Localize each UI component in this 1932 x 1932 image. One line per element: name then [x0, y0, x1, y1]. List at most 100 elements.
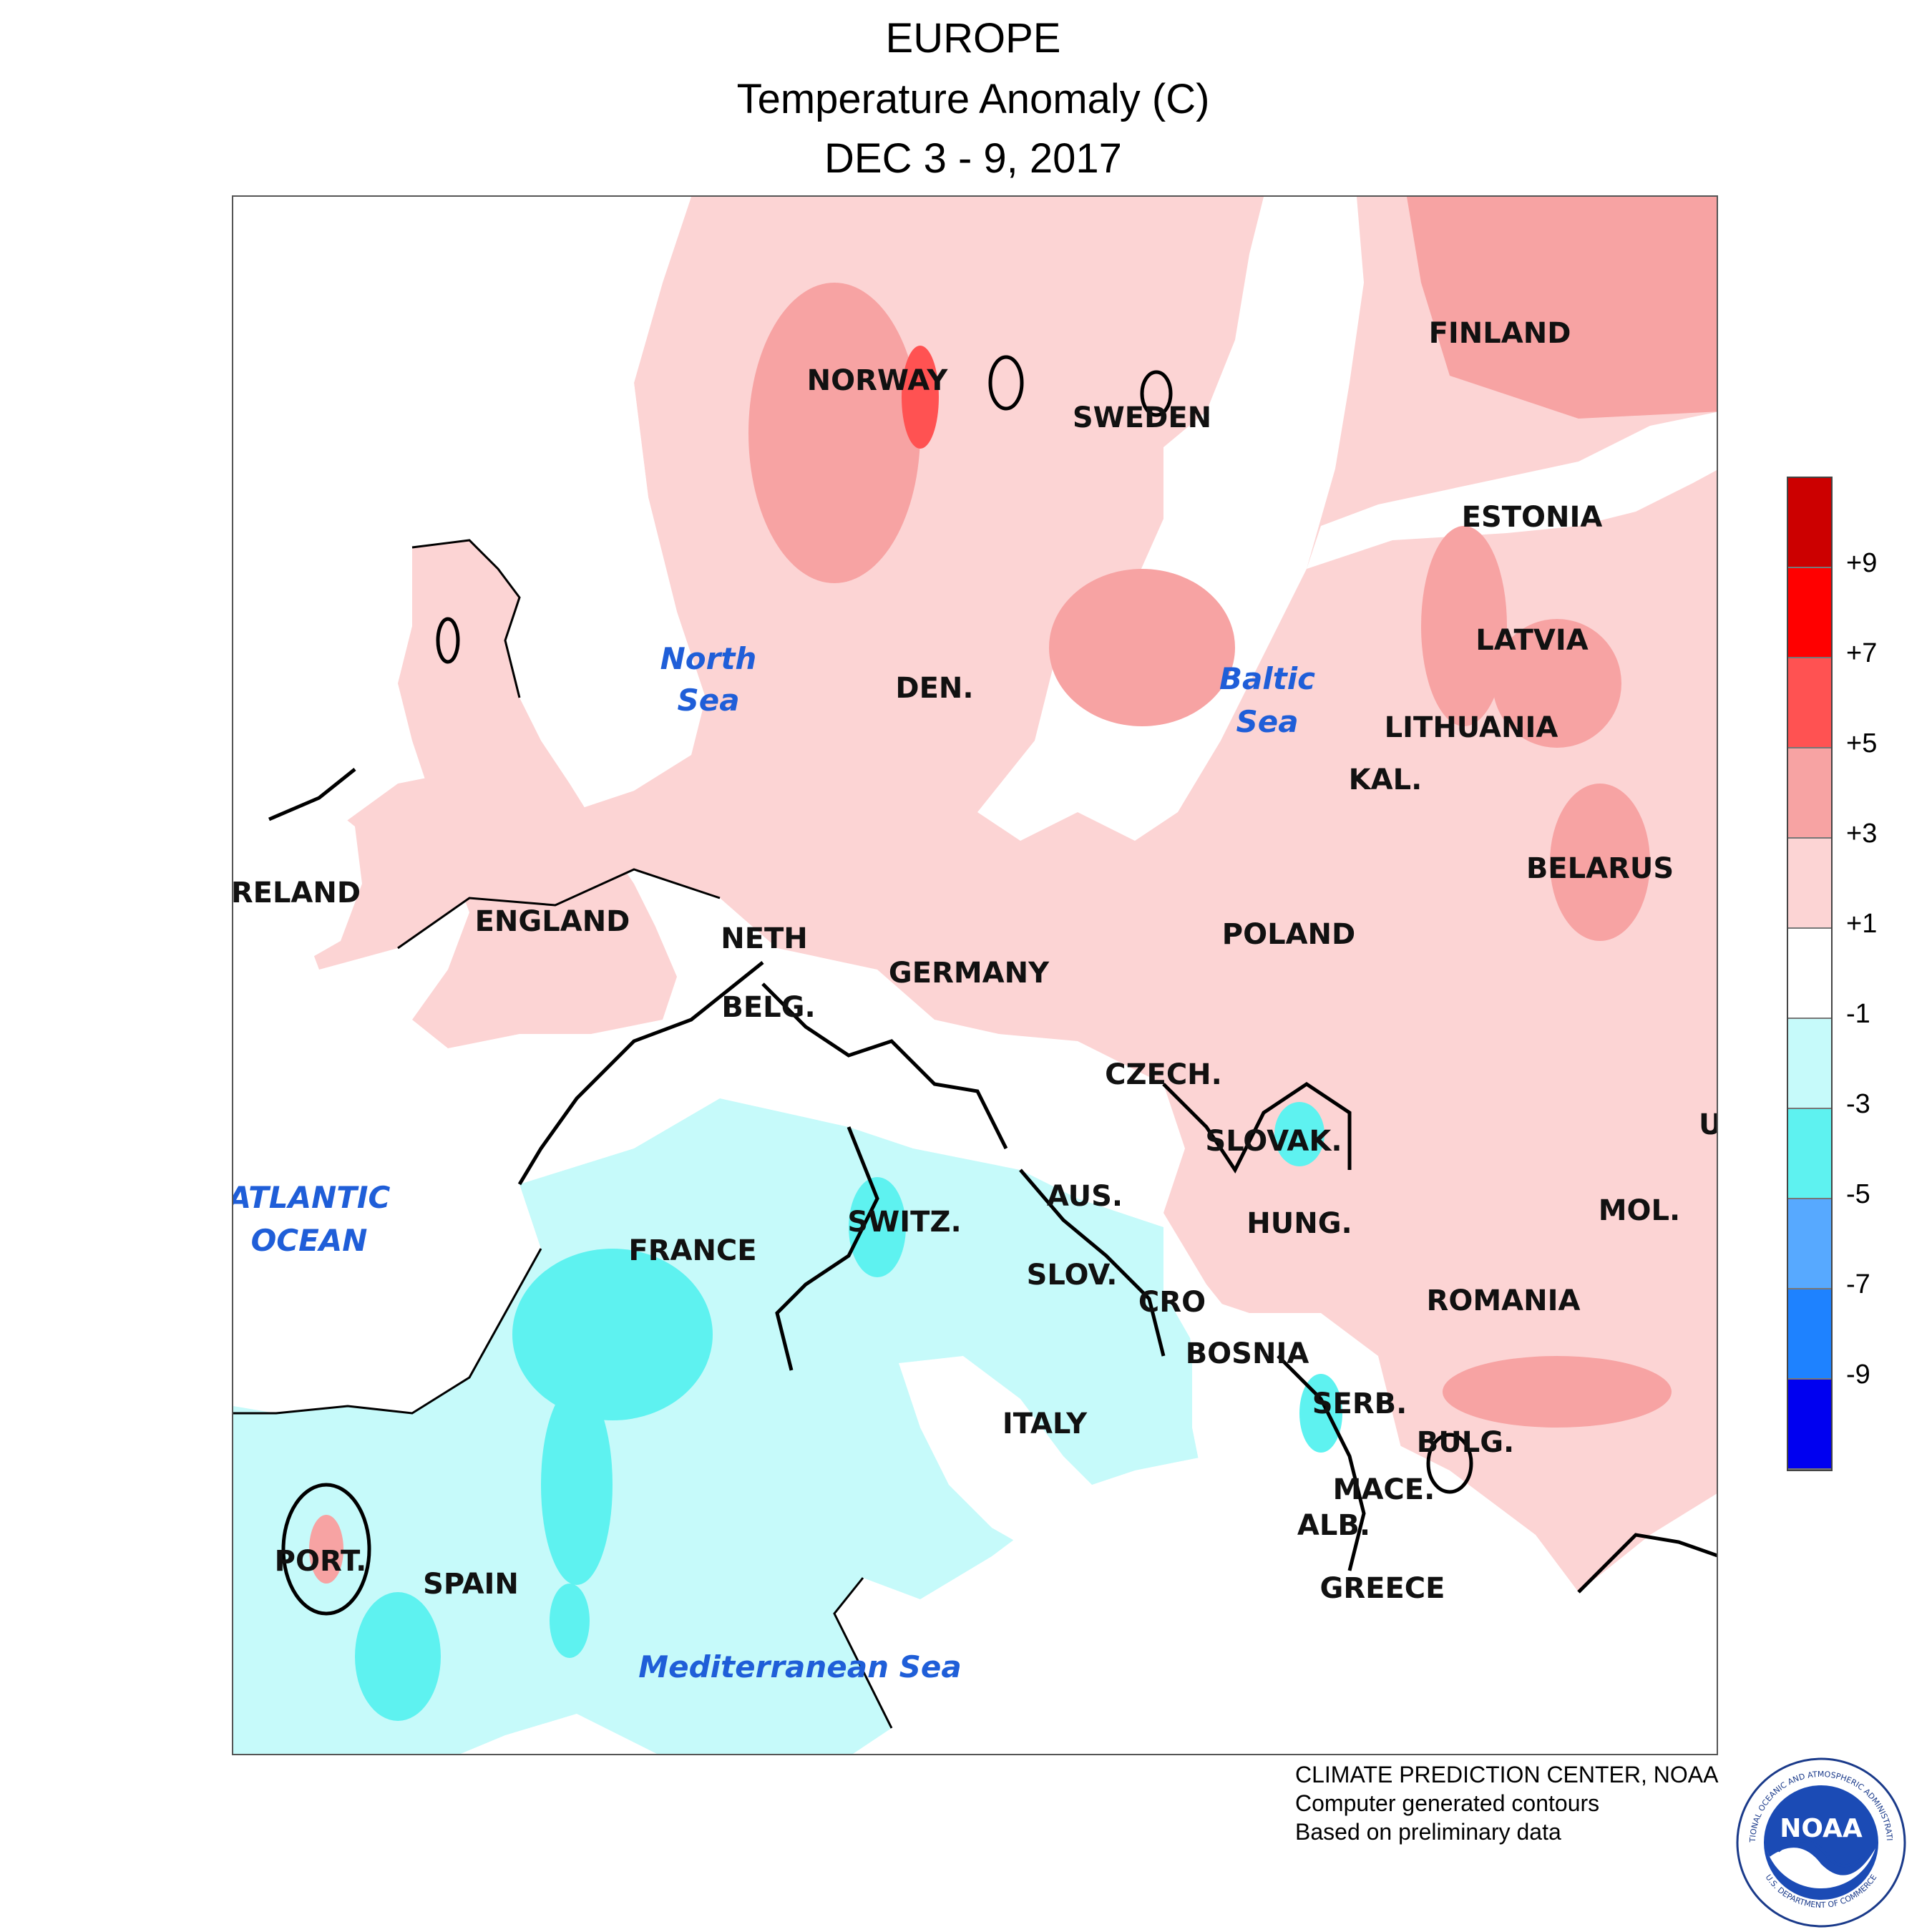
contour-line [1019, 1169, 1166, 1357]
country-label-finland: FINLAND [1429, 317, 1571, 350]
italy-land [899, 1356, 1192, 1678]
spain-east-cold-blob [550, 1584, 590, 1658]
logo-text: NOAA [1780, 1814, 1863, 1843]
contour-ring [281, 1483, 371, 1616]
spain-cold-blob [355, 1592, 441, 1721]
sweden-warm-blob [1049, 569, 1235, 726]
country-label-poland: POLAND [1222, 918, 1355, 951]
country-label-bosnia: BOSNIA [1186, 1337, 1309, 1370]
country-label-italy: ITALY [1002, 1407, 1088, 1440]
ireland-land [233, 798, 362, 970]
contour-line [268, 768, 356, 821]
legend-swatch [1788, 568, 1831, 658]
contour-line [1162, 1081, 1352, 1174]
legend-tick-label: +5 [1846, 728, 1878, 758]
negative-anomaly-region [233, 1098, 1221, 1754]
country-label-france: FRANCE [628, 1234, 756, 1267]
country-label-sweden: SWEDEN [1073, 401, 1211, 434]
serbia-cold-blob [1299, 1374, 1342, 1453]
map-period: DEC 3 - 9, 2017 [824, 135, 1122, 182]
north-sea-label-2: Sea [677, 683, 739, 718]
portugal-warm-blob [309, 1515, 343, 1584]
country-label-mol: MOL. [1599, 1194, 1681, 1227]
legend-swatch [1788, 1109, 1831, 1199]
anomaly-map: North Sea Baltic Sea ATLANTIC OCEAN Medi… [232, 195, 1718, 1755]
baltic-sea-label: Baltic [1219, 661, 1315, 696]
country-label-spain: SPAIN [423, 1568, 519, 1601]
country-label-ireland: IRELAND [233, 877, 361, 909]
contour-ring [1426, 1433, 1473, 1494]
anomaly-map-svg: North Sea Baltic Sea ATLANTIC OCEAN Medi… [233, 197, 1718, 1754]
country-label-alb: ALB. [1297, 1509, 1370, 1542]
country-label-belg: BELG. [721, 991, 815, 1024]
country-label-kal: KAL. [1349, 763, 1423, 796]
contour-line [1277, 1355, 1366, 1571]
country-label-lithuania: LITHUANIA [1385, 711, 1558, 744]
country-label-neth: NETH [721, 922, 808, 955]
legend-swatch [1788, 748, 1831, 839]
north-sea-label: North [660, 641, 757, 676]
atlantic-label: ATLANTIC [233, 1180, 391, 1215]
legend-tick-label: +7 [1846, 638, 1878, 668]
country-label-uk: UK [1699, 1108, 1718, 1141]
contour-lines [268, 768, 1717, 1594]
contour-line [775, 1126, 879, 1371]
britain-land [398, 540, 677, 1048]
country-label-norway: NORWAY [807, 364, 949, 397]
legend-tick-label: -3 [1846, 1089, 1870, 1119]
latvia-warm-blob [1493, 619, 1621, 748]
legend-swatch [1788, 1199, 1831, 1289]
country-label-slov: SLOV. [1027, 1259, 1118, 1292]
coastline [233, 1248, 542, 1415]
country-label-latvia: LATVIA [1475, 624, 1588, 657]
belarus-warm-blob [1550, 784, 1650, 941]
legend-swatch [1788, 1380, 1831, 1470]
legend-tick-label: +9 [1846, 548, 1878, 578]
country-label-england: ENGLAND [475, 905, 630, 938]
slovakia-cold-blob [1274, 1102, 1324, 1166]
atlantic-label-2: OCEAN [251, 1223, 368, 1258]
coastline [411, 539, 521, 698]
country-label-den: DEN. [895, 672, 973, 705]
legend-tick-label: +1 [1846, 909, 1878, 939]
country-label-bulg: BULG. [1417, 1426, 1514, 1459]
north-sea-water [233, 197, 706, 862]
country-label-germany: GERMANY [889, 957, 1050, 990]
logo-bird-wave [1767, 1848, 1875, 1889]
legend-tick-label: -1 [1846, 999, 1870, 1029]
legend-swatch [1788, 1019, 1831, 1109]
gulf-of-finland-water [1307, 411, 1717, 569]
contour-rings [281, 355, 1473, 1616]
contour-ring [1140, 370, 1173, 417]
norway-warm-blob [748, 283, 920, 583]
legend-tick-label: -9 [1846, 1360, 1870, 1390]
coastline [833, 1577, 893, 1729]
legend-swatch [1788, 658, 1831, 748]
legend-swatch [1788, 929, 1831, 1019]
norway-core-blob [902, 346, 939, 449]
country-label-romania: ROMANIA [1427, 1284, 1581, 1317]
coastline [397, 868, 721, 950]
legend-tick-label: -5 [1846, 1179, 1870, 1209]
contour-ring [436, 617, 460, 664]
france-south-cold-blob [541, 1385, 613, 1585]
country-label-belarus: BELARUS [1526, 852, 1674, 885]
alps-cold-blob [849, 1177, 906, 1277]
legend-tick-label: -7 [1846, 1269, 1870, 1299]
france-cold-blob [512, 1249, 713, 1420]
baltic-sea-label-2: Sea [1236, 704, 1298, 739]
contour-line [761, 982, 1008, 1150]
legend-swatch [1788, 839, 1831, 929]
legend-swatch [1788, 1289, 1831, 1380]
credit-line-3: Based on preliminary data [1295, 1819, 1561, 1845]
country-label-slovak: SLOVAK. [1205, 1125, 1342, 1158]
contour-line [517, 961, 764, 1186]
country-label-greece: GREECE [1320, 1572, 1445, 1605]
map-subtitle: Temperature Anomaly (C) [736, 76, 1210, 122]
finland-warm-blob [1407, 197, 1717, 419]
noaa-logo: NOAA NATIONAL OCEANIC AND ATMOSPHERIC AD… [1735, 1757, 1906, 1928]
credit-line-2: Computer generated contours [1295, 1790, 1600, 1816]
country-label-switz: SWITZ. [847, 1206, 961, 1239]
contour-ring [988, 355, 1024, 411]
credit-line-1: CLIMATE PREDICTION CENTER, NOAA [1295, 1762, 1719, 1787]
